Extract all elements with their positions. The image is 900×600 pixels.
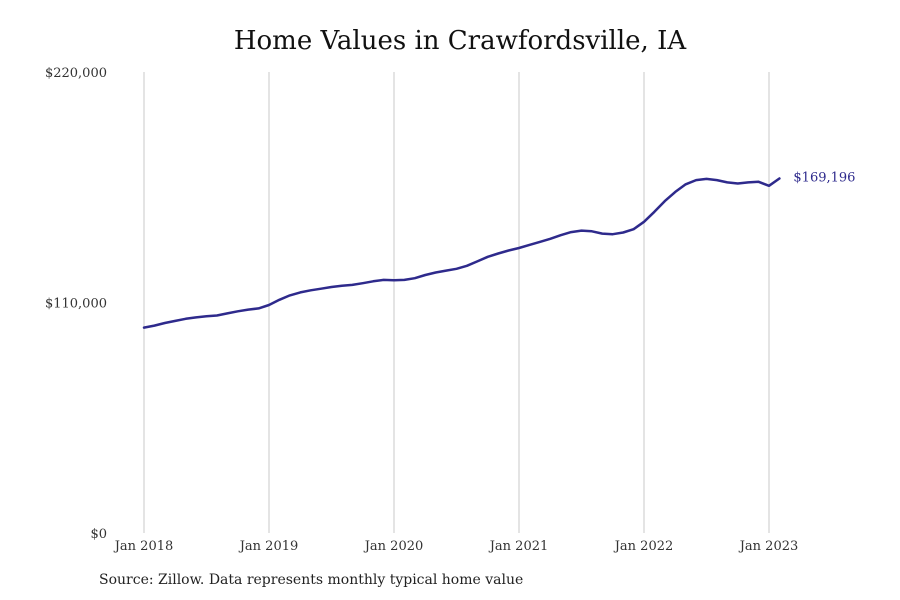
- source-note: Source: Zillow. Data represents monthly …: [99, 572, 524, 588]
- y-tick-label: $110,000: [45, 297, 107, 312]
- x-tick-label: Jan 2022: [613, 539, 674, 554]
- gridlines: [143, 72, 770, 533]
- y-tick-label: $0: [90, 527, 107, 542]
- chart-title: Home Values in Crawfordsville, IA: [233, 26, 687, 56]
- series-line: [142, 177, 781, 329]
- x-tick-label: Jan 2023: [738, 539, 799, 554]
- x-tick-label: Jan 2021: [488, 539, 549, 554]
- x-axis-ticks: Jan 2018 Jan 2019 Jan 2020 Jan 2021 Jan 2022…: [113, 539, 799, 554]
- y-tick-label: $220,000: [45, 66, 107, 81]
- x-tick-label: Jan 2019: [238, 539, 299, 554]
- x-tick-label: Jan 2020: [363, 539, 424, 554]
- y-axis-ticks: $0 $110,000 $220,000: [45, 66, 107, 542]
- x-tick-label: Jan 2018: [113, 539, 174, 554]
- end-value-label: $169,196: [793, 170, 855, 185]
